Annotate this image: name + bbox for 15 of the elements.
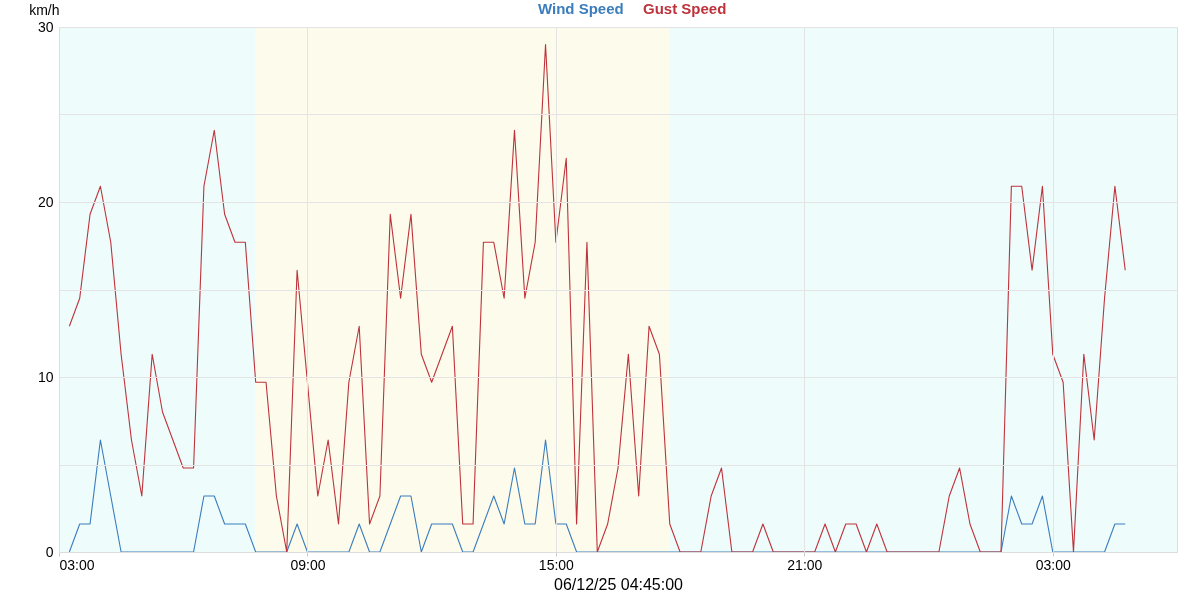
x-tick-label: 15:00	[538, 556, 575, 573]
text: Gust Speed	[643, 0, 727, 17]
x-tick-label: 09:00	[290, 556, 326, 573]
y-axis-title: km/h	[29, 1, 60, 18]
x-tick-label: 21:00	[787, 556, 823, 573]
text: Wind Speed	[538, 0, 624, 17]
y-tick-label: 10	[37, 368, 54, 385]
y-tick-label: 0	[45, 543, 54, 560]
x-axis-title: 06/12/25 04:45:00	[553, 575, 684, 593]
line-series	[68, 43, 1126, 553]
x-tick-label: 03:00	[1035, 556, 1071, 573]
line-series	[68, 439, 1126, 553]
y-tick-label: 30	[37, 18, 54, 35]
y-tick-label: 20	[37, 193, 54, 210]
x-tick-label: 03:00	[59, 556, 95, 573]
